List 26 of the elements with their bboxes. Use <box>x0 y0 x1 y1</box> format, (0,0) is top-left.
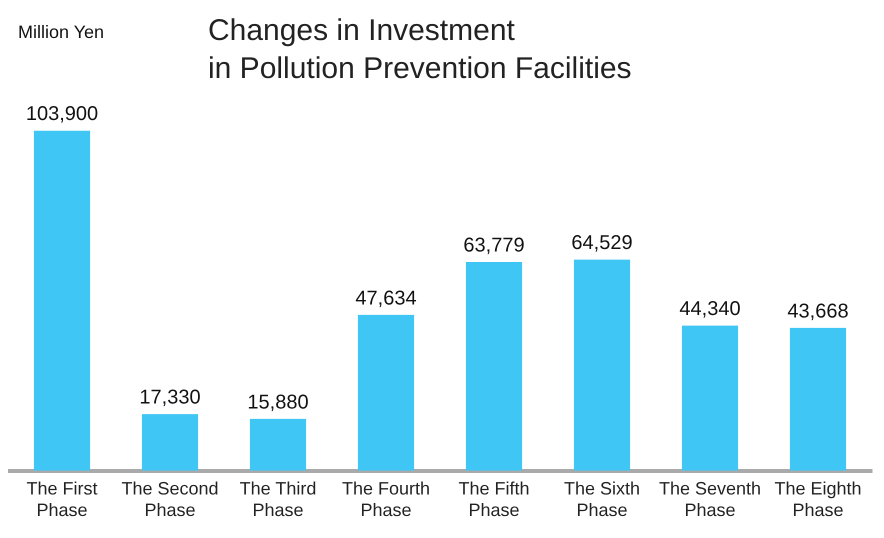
data-label: 17,330 <box>139 386 201 409</box>
x-tick-label: The Fourth Phase <box>342 478 430 520</box>
data-label: 44,340 <box>679 298 741 320</box>
bar <box>682 326 738 471</box>
bar <box>574 260 630 471</box>
bar <box>142 414 198 471</box>
x-tick-label: The First Phase <box>26 478 98 520</box>
x-tick-label: The Seventh Phase <box>658 478 762 520</box>
x-tick-label: The Second Phase <box>121 478 219 520</box>
x-tick-label: The Fifth Phase <box>458 478 530 520</box>
bar <box>250 418 306 471</box>
x-tick-label: The Sixth Phase <box>564 478 640 520</box>
text: Million Yen <box>18 22 104 43</box>
data-label: 64,529 <box>571 232 633 254</box>
chart-title: Changes in Investment in Pollution Prevention Facilities <box>208 13 632 87</box>
bar <box>466 262 522 471</box>
data-label: 43,668 <box>787 300 849 322</box>
data-label: 47,634 <box>355 287 417 310</box>
bar <box>34 130 90 471</box>
x-tick-label: The Third Phase <box>240 478 316 520</box>
data-label: 103,900 <box>26 103 98 126</box>
x-tick-label: The Eighth Phase <box>774 478 862 520</box>
data-label: 63,779 <box>463 234 525 257</box>
bar <box>358 314 414 471</box>
bar <box>790 328 846 471</box>
data-label: 15,880 <box>247 391 309 414</box>
